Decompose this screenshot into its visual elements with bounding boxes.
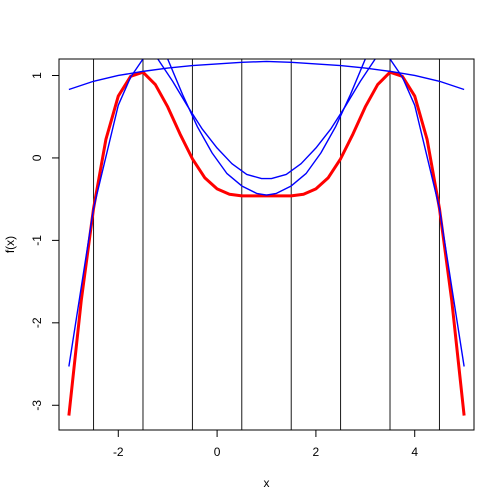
approximation-curve [157, 59, 376, 180]
series-layer [67, 59, 466, 416]
y-tick-label: -2 [30, 317, 44, 328]
y-tick-label: 1 [30, 72, 44, 79]
x-axis: -2 0 2 4 [113, 429, 418, 459]
x-tick-label: 2 [313, 445, 320, 459]
approximation-curve [167, 59, 366, 196]
x-tick-label: -2 [113, 445, 124, 459]
approximation-curve [68, 59, 144, 367]
x-tick-label: 0 [214, 445, 221, 459]
y-tick-label: -1 [30, 235, 44, 246]
plot-frame [58, 58, 475, 431]
x-tick-label: 4 [411, 445, 418, 459]
y-tick-label: -3 [30, 400, 44, 411]
vertical-lines [93, 59, 440, 430]
y-tick-label: 0 [30, 154, 44, 161]
x-axis-title: x [264, 476, 270, 490]
y-axis: -3 -2 -1 0 1 [30, 72, 60, 411]
y-axis-title: f(x) [3, 236, 17, 253]
approximation-curve [389, 59, 465, 367]
function-curve [67, 70, 466, 416]
approximation-curve [68, 60, 465, 91]
